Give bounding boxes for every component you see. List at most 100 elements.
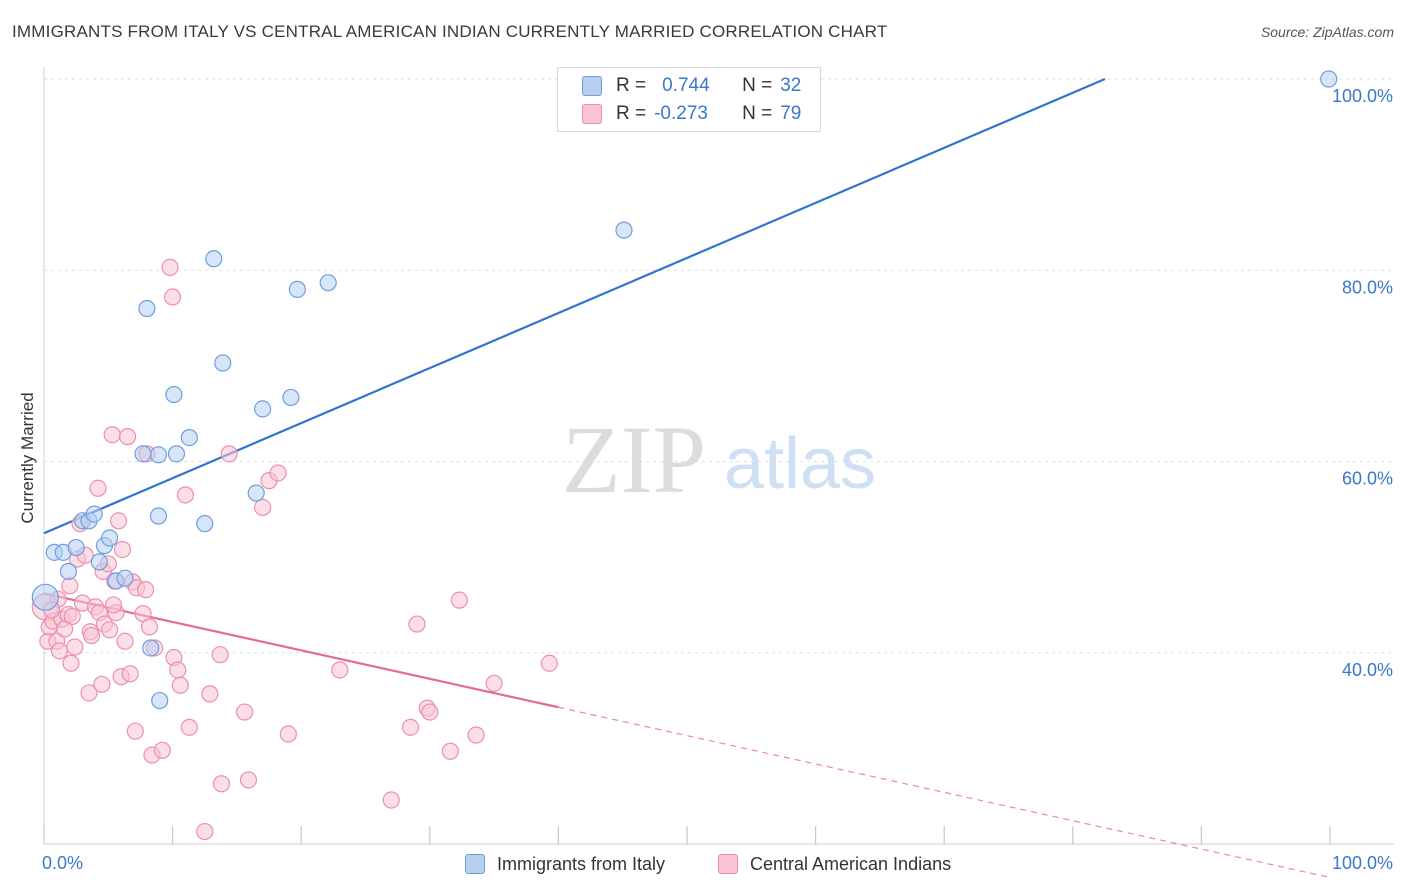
legend-row-cai: R = -0.273 N = 79 — [582, 101, 801, 127]
legend-r-label: R = — [616, 75, 647, 96]
bottom-legend-swatch-cai — [718, 854, 738, 874]
cai-point — [104, 596, 123, 614]
italy-point — [615, 221, 633, 239]
y-tick-label: 40.0% — [1342, 660, 1393, 680]
legend-r-label: R = — [616, 103, 647, 124]
legend-n-value-italy: 32 — [780, 75, 802, 96]
cai-point — [254, 498, 272, 516]
cai-trend-line — [43, 592, 559, 709]
italy-point — [100, 529, 119, 547]
cai-point — [279, 725, 297, 743]
cai-point — [63, 607, 81, 626]
italy-point — [196, 515, 214, 533]
italy-point — [138, 299, 156, 318]
cai-point — [153, 741, 171, 759]
italy-point — [149, 507, 168, 525]
watermark: ZIP atlas — [562, 406, 876, 513]
cai-point — [140, 618, 159, 636]
chart-title: IMMIGRANTS FROM ITALY VS CENTRAL AMERICA… — [12, 22, 888, 41]
cai-point — [62, 654, 80, 672]
cai-point — [80, 684, 98, 702]
chart-source: Source: ZipAtlas.com — [1260, 24, 1394, 40]
bottom-legend-label-italy: Immigrants from Italy — [497, 853, 666, 874]
cai-point — [196, 822, 214, 841]
cai-point — [118, 428, 137, 446]
watermark-atlas: atlas — [724, 424, 876, 504]
italy-point — [67, 538, 85, 557]
cai-point — [116, 632, 134, 650]
italy-point — [1320, 70, 1338, 88]
cai-point — [467, 726, 485, 744]
italy-point — [205, 250, 223, 268]
italy-point — [142, 639, 160, 657]
cai-point — [212, 775, 231, 793]
cai-point — [161, 258, 179, 276]
italy-point — [247, 484, 265, 502]
x-tick-label: 0.0% — [42, 853, 83, 873]
cai-point — [441, 742, 459, 760]
legend-swatch-italy — [582, 76, 602, 96]
italy-point — [180, 428, 198, 447]
cai-point — [50, 642, 69, 660]
cai-point — [382, 791, 400, 809]
italy-point — [85, 505, 103, 523]
cai-point — [103, 426, 121, 444]
watermark-zip: ZIP — [562, 406, 706, 513]
italy-point — [116, 569, 134, 587]
italy-point — [149, 446, 168, 464]
italy-point — [288, 280, 306, 298]
cai-point — [540, 654, 558, 672]
cai-point — [211, 646, 229, 664]
cai-point — [113, 540, 132, 559]
italy-point — [167, 445, 186, 463]
cai-point — [171, 676, 189, 694]
cai-point — [421, 703, 439, 721]
y-tick-label: 100.0% — [1332, 86, 1393, 106]
bottom-legend-italy[interactable]: Immigrants from Italy — [465, 851, 665, 877]
italy-point — [134, 445, 152, 463]
italy-point — [59, 562, 78, 581]
bottom-legend-cai[interactable]: Central American Indians — [718, 851, 951, 877]
italy-point — [90, 553, 108, 571]
cai-point — [89, 479, 107, 497]
bottom-legend-swatch-italy — [465, 854, 485, 874]
legend-n-label: N = — [742, 103, 773, 124]
legend-n-label: N = — [742, 75, 773, 96]
y-axis-label: Currently Married — [18, 392, 37, 524]
legend-swatch-cai — [582, 104, 602, 124]
italy-trend-line — [43, 77, 1106, 535]
italy-point — [254, 400, 272, 418]
italy-point — [165, 385, 183, 404]
grid-layer — [44, 78, 1394, 654]
cai-point — [236, 703, 254, 721]
y-tick-label: 80.0% — [1342, 277, 1393, 297]
cai-point — [269, 464, 287, 482]
italy-point — [319, 274, 337, 292]
cai-point — [121, 665, 139, 683]
cai-point — [164, 288, 182, 306]
legend-r-value-cai: -0.273 — [654, 103, 708, 124]
x-tick-label: 100.0% — [1332, 853, 1393, 873]
cai-point — [82, 626, 101, 645]
cai-point — [201, 685, 219, 703]
cai-point — [126, 722, 144, 740]
correlation-legend: R = 0.744 N = 32 R = -0.273 N = 79 — [557, 67, 821, 132]
bottom-legend-label-cai: Central American Indians — [750, 853, 952, 874]
cai-point — [109, 512, 128, 530]
cai-point — [239, 771, 258, 789]
italy-point — [31, 583, 59, 611]
cai-point — [485, 674, 503, 692]
cai-point — [61, 577, 79, 595]
cai-point — [176, 486, 195, 504]
cai-point — [169, 661, 187, 679]
italy-point — [151, 691, 169, 710]
cai-point — [180, 718, 198, 736]
tick-label-layer: 40.0% 60.0% 80.0% 100.0% 0.0% 100.0% — [42, 86, 1393, 873]
cai-point — [220, 445, 238, 463]
cai-point — [408, 615, 426, 633]
legend-n-value-cai: 79 — [780, 103, 802, 124]
y-tick-label: 60.0% — [1342, 469, 1393, 489]
italy-point — [282, 388, 300, 407]
cai-point — [331, 661, 349, 679]
